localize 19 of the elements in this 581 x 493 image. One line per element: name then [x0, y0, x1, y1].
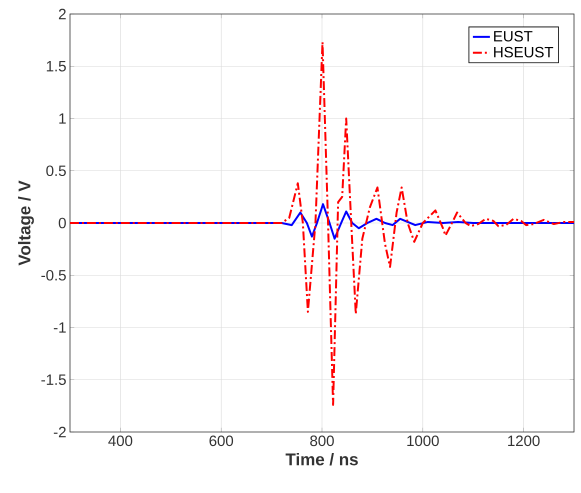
x-tick-label: 1000	[407, 436, 439, 446]
x-tick-label: 400	[108, 436, 132, 446]
y-axis-title: Voltage / V	[18, 180, 34, 266]
y-tick-label: 1	[59, 113, 66, 124]
y-tick-label: -1	[54, 322, 66, 333]
x-tick-label: 600	[210, 436, 234, 446]
x-axis-title: Time / ns	[286, 452, 358, 466]
x-tick-label: 800	[310, 436, 334, 446]
line-series	[70, 41, 574, 406]
y-tick-label: -1.5	[41, 374, 66, 385]
y-tick-label: 0	[58, 218, 66, 228]
x-tick-label: 1200	[508, 436, 540, 446]
y-tick-label: -2	[54, 426, 66, 438]
y-tick-label: 1.5	[46, 61, 66, 72]
legend-label: EUST	[494, 30, 532, 42]
y-tick-label: 2	[58, 8, 66, 20]
legend-label: HSEUST	[494, 46, 554, 58]
y-tick-label: 0.5	[46, 165, 66, 176]
y-tick-label: -0.5	[41, 270, 66, 281]
